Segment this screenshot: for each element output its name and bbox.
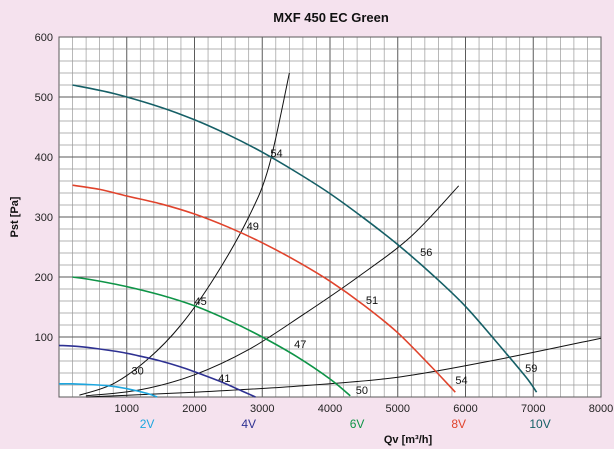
y-tick-label: 400 — [35, 152, 53, 164]
x-axis-ticks: 1000 2000 3000 4000 5000 6000 7000 8000 — [115, 403, 614, 415]
legend: 2V 4V 6V 8V 10V — [140, 417, 551, 431]
series-line-4V — [58, 344, 256, 398]
sound-level-label: 47 — [294, 339, 306, 351]
series-line-2V — [58, 382, 158, 398]
legend-item-8V: 8V — [451, 417, 466, 431]
x-tick-label: 5000 — [386, 403, 410, 415]
y-tick-label: 600 — [35, 32, 53, 44]
system-curve-3 — [86, 337, 602, 398]
y-axis-label: Pst [Pa] — [9, 196, 21, 237]
legend-item-2V: 2V — [140, 417, 155, 431]
x-axis-label: Qv [m³/h] — [384, 434, 433, 446]
series-line-8V — [72, 184, 456, 393]
series-line-6V — [72, 276, 351, 397]
legend-item-4V: 4V — [241, 417, 256, 431]
system-curves — [79, 72, 602, 398]
sound-level-label: 30 — [131, 366, 143, 378]
y-tick-label: 300 — [35, 212, 53, 224]
sound-level-label: 56 — [420, 247, 432, 259]
sound-level-label: 49 — [247, 221, 259, 233]
y-tick-label: 100 — [35, 332, 53, 344]
x-tick-label: 2000 — [182, 403, 206, 415]
chart-title: MXF 450 EC Green — [273, 10, 389, 25]
x-tick-label: 8000 — [589, 403, 613, 415]
series-line-10V — [72, 84, 538, 393]
legend-item-6V: 6V — [350, 417, 365, 431]
system-curve-1 — [79, 72, 290, 396]
sound-level-label: 51 — [366, 295, 378, 307]
x-tick-label: 6000 — [453, 403, 477, 415]
x-tick-label: 4000 — [318, 403, 342, 415]
sound-level-label: 59 — [525, 363, 537, 375]
x-tick-label: 3000 — [250, 403, 274, 415]
y-tick-label: 200 — [35, 272, 53, 284]
y-axis-ticks: 100 200 300 400 500 600 — [35, 32, 53, 344]
legend-item-10V: 10V — [529, 417, 550, 431]
sound-level-label: 54 — [270, 148, 282, 160]
sound-level-label: 54 — [455, 375, 467, 387]
sound-level-label: 41 — [218, 373, 230, 385]
sound-level-label: 50 — [356, 385, 368, 397]
fan-curves — [58, 84, 538, 398]
y-tick-label: 500 — [35, 92, 53, 104]
grid — [58, 36, 602, 398]
sound-level-label: 45 — [195, 296, 207, 308]
x-tick-label: 7000 — [521, 403, 545, 415]
sound-annotations: 30 41 45 47 49 50 51 54 54 56 59 — [131, 148, 537, 397]
x-tick-label: 1000 — [115, 403, 139, 415]
system-curve-2 — [86, 185, 460, 397]
